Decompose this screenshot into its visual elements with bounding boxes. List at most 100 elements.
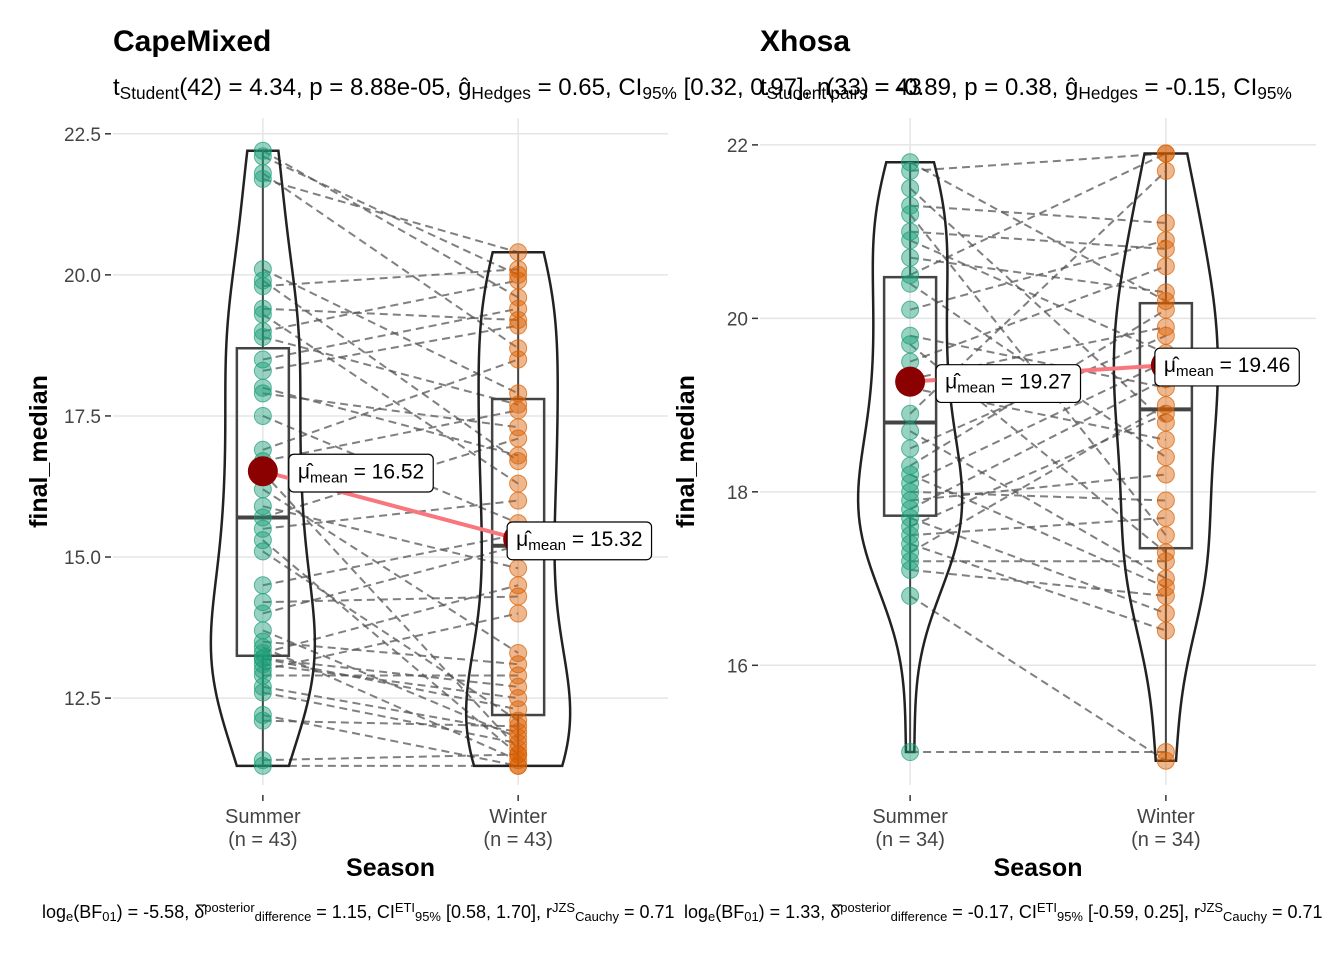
point <box>1156 465 1175 484</box>
pair-line <box>910 490 1166 502</box>
pair-line <box>909 404 1167 554</box>
point <box>253 361 272 380</box>
pair-line <box>910 473 1166 502</box>
caption-part: 95% <box>415 909 441 924</box>
subtitle-part: Hedges <box>471 83 531 103</box>
subtitle-part: (33) = -0.89, p = 0.38, ĝ <box>826 74 1078 101</box>
pair-line <box>262 358 519 451</box>
caption-part: = 0.71 <box>1267 902 1323 922</box>
caption-part: e <box>66 909 73 924</box>
point <box>1156 604 1175 623</box>
x-tick-label: Summer <box>225 806 301 828</box>
subtitle-part: t <box>760 74 767 101</box>
pair-line <box>909 430 1167 580</box>
mean-label: μ̂mean = 15.32 <box>516 528 642 554</box>
pair-line <box>262 488 519 654</box>
mean-label-box <box>935 364 1082 404</box>
caption-part: (BF <box>715 902 744 922</box>
pair-line <box>262 753 519 762</box>
mean-label-part: μ̂ <box>298 460 314 483</box>
pair-line <box>909 378 1167 511</box>
pair-line <box>262 392 519 429</box>
point <box>1156 586 1175 605</box>
pair-line <box>262 646 519 762</box>
x-count-label: (n = 43) <box>228 829 297 851</box>
pair-line <box>262 685 519 733</box>
point <box>1156 430 1175 449</box>
pair-line <box>909 265 1167 363</box>
mean-label-part: mean <box>957 379 995 396</box>
point <box>901 404 920 423</box>
caption-part: ETI <box>395 900 415 915</box>
pair-line <box>262 268 519 395</box>
point <box>1156 161 1175 180</box>
point <box>253 305 272 324</box>
point <box>901 274 920 293</box>
pair-line <box>910 152 1166 172</box>
pair-line <box>262 544 519 615</box>
mean-label: μ̂mean = 19.27 <box>945 371 1071 397</box>
pair-line <box>910 204 1166 224</box>
violin <box>856 160 964 754</box>
subtitle-part: t <box>113 74 120 101</box>
subtitle-part: = -0.15, CI <box>1138 74 1257 101</box>
pair-line <box>262 691 519 745</box>
point <box>901 586 920 605</box>
mean-label-box <box>506 521 653 561</box>
point <box>253 406 272 425</box>
mean-label: μ̂mean = 19.46 <box>1164 354 1290 380</box>
caption-part: [0.58, 1.70], r <box>441 902 552 922</box>
y-tick-label: 15.0 <box>64 548 101 569</box>
x-count-label: (n = 34) <box>1131 829 1200 851</box>
point <box>509 395 528 414</box>
point <box>253 384 272 403</box>
subtitle-part: 95% <box>642 83 677 103</box>
x-count-label: (n = 43) <box>483 829 552 851</box>
caption-part: 95% <box>1057 909 1083 924</box>
point <box>1156 396 1175 415</box>
point <box>253 756 272 775</box>
subtitle: tStudent(42) = 4.34, p = 8.88e-05, ĝHedg… <box>113 74 922 103</box>
box <box>1138 301 1194 550</box>
point <box>509 689 528 708</box>
pair-line <box>909 334 1167 389</box>
y-tick-label: 16 <box>727 656 748 677</box>
mean-label-part: mean <box>1176 363 1214 380</box>
pair-line <box>910 516 1166 537</box>
point <box>509 576 528 595</box>
pair-line <box>909 152 1167 276</box>
mean-label-part: = 15.32 <box>566 528 642 551</box>
subtitle-part: (42) = 4.34, p = 8.88e-05, ĝ <box>179 74 471 101</box>
x-axis-title: Season <box>994 854 1083 882</box>
chart-title: Xhosa <box>760 25 850 58</box>
pair-line <box>910 568 1166 597</box>
mean-label-part: μ̂ <box>516 528 532 551</box>
point <box>901 300 920 319</box>
point <box>253 576 272 595</box>
y-tick-label: 20 <box>727 309 748 330</box>
point <box>901 335 920 354</box>
pair-line <box>262 307 519 361</box>
pair-line <box>909 213 1167 536</box>
caption-part: 01 <box>744 909 758 924</box>
point <box>253 677 272 696</box>
pair-line <box>262 584 519 654</box>
point <box>253 147 272 166</box>
y-axis-title: final_median <box>25 375 53 528</box>
point <box>509 666 528 685</box>
pair-line <box>262 657 519 688</box>
caption-part: 01 <box>102 909 116 924</box>
caption-part: = -0.17, CI <box>947 902 1037 922</box>
point <box>901 179 920 198</box>
point <box>1156 743 1175 762</box>
point <box>1156 257 1175 276</box>
mean-label-box <box>288 453 434 493</box>
caption-part: posterior <box>840 900 891 915</box>
caption-part: posterior <box>204 900 255 915</box>
pair-line <box>909 412 1167 528</box>
subtitle-part: Hedges <box>1078 83 1138 103</box>
point <box>509 452 528 471</box>
caption-part: Cauchy <box>575 909 619 924</box>
pair-line <box>910 230 1166 250</box>
